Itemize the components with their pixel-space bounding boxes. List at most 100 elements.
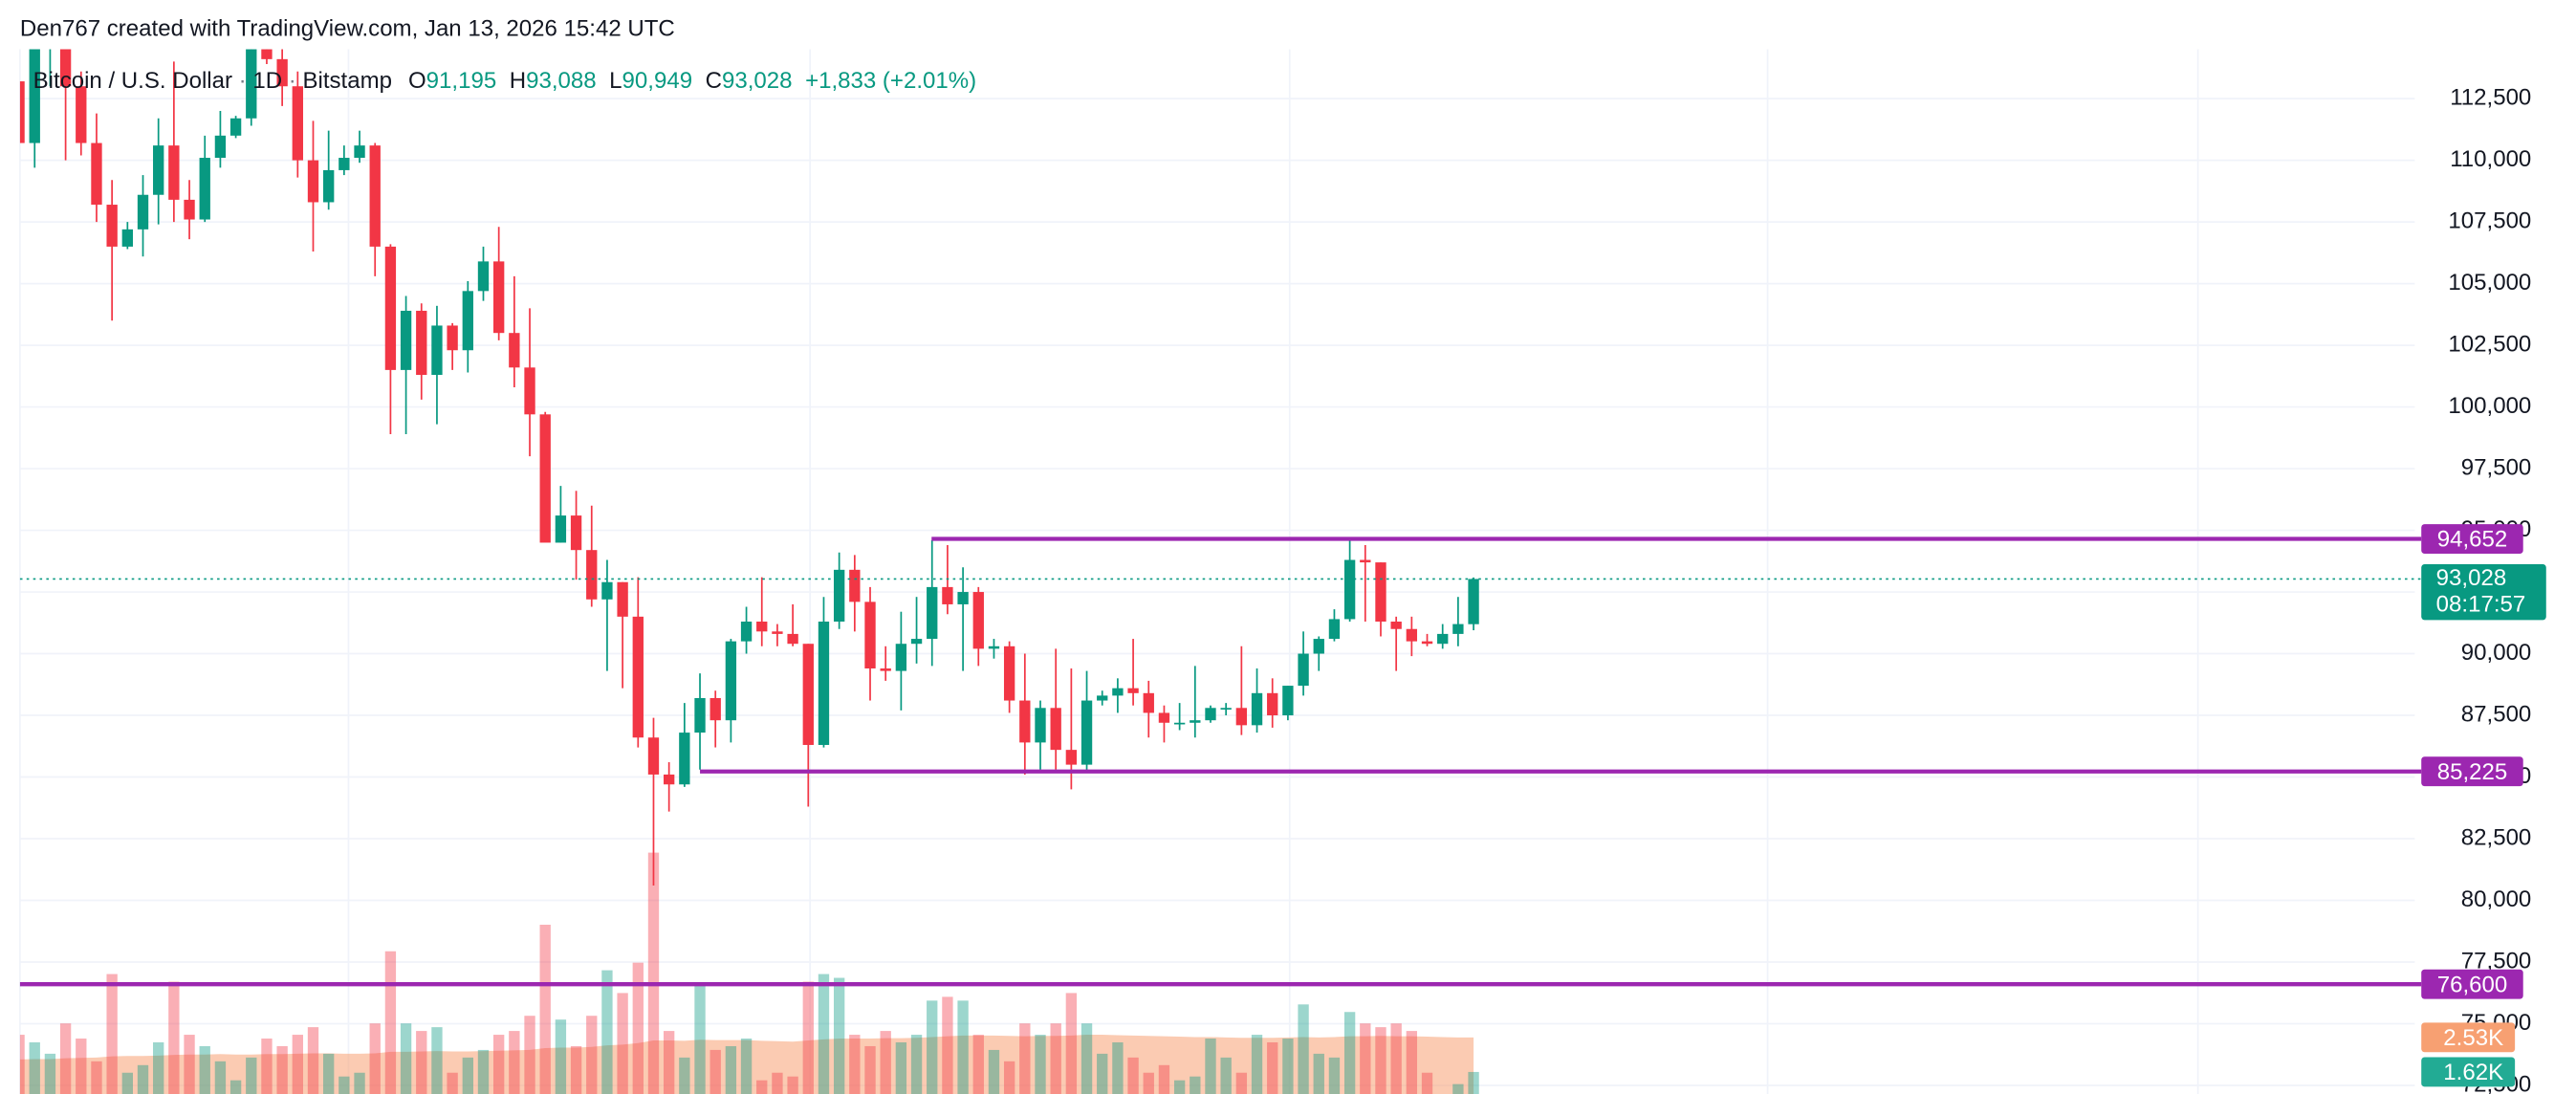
level-tag — [2421, 756, 2523, 787]
candle-body — [1035, 708, 1046, 743]
level-label: 76,600 — [2437, 972, 2508, 997]
candle-body — [1112, 688, 1124, 696]
volume-bar — [431, 1027, 443, 1094]
volume-bar — [1143, 1072, 1154, 1094]
candle-body — [910, 639, 923, 645]
candle-body — [1050, 708, 1061, 751]
candle-body — [229, 118, 242, 136]
volume-pane — [19, 852, 1479, 1094]
candle-body — [1127, 688, 1139, 693]
volume-bar — [1081, 1023, 1093, 1094]
candle-body — [555, 515, 567, 543]
candle-body — [431, 325, 443, 376]
level-tag — [2421, 524, 2523, 554]
volume-tag-label: 1.62K — [2443, 1060, 2503, 1085]
volume-bar — [1205, 1039, 1216, 1094]
candle-body — [694, 697, 706, 733]
candle-body — [632, 616, 644, 738]
candle-body — [214, 135, 227, 159]
volume-bar — [416, 1031, 427, 1094]
candle-body — [1205, 708, 1216, 721]
volume-bar — [725, 1045, 737, 1094]
level-label: 85,225 — [2437, 759, 2508, 785]
candle-body — [880, 668, 891, 671]
volume-bar — [184, 1035, 195, 1094]
candle-body — [76, 86, 87, 143]
candle-body — [1421, 641, 1433, 645]
y-tick-label: 87,500 — [2461, 701, 2532, 727]
volume-bar — [927, 1000, 938, 1094]
volume-bar — [1220, 1057, 1232, 1094]
candle-body — [524, 367, 535, 415]
volume-bar — [586, 1016, 598, 1094]
volume-bar — [59, 1023, 72, 1094]
volume-bar — [229, 1080, 242, 1094]
volume-bar — [1468, 1071, 1479, 1094]
y-tick-label: 82,500 — [2461, 824, 2532, 850]
candle-body — [787, 633, 798, 645]
candle-body — [617, 581, 628, 617]
legend-key: L — [609, 68, 622, 94]
volume-bar — [44, 1053, 56, 1094]
volume-bar — [895, 1041, 907, 1094]
volume-ma-area — [19, 1035, 1474, 1094]
volume-bar — [509, 1031, 520, 1094]
candle-body — [246, 49, 257, 119]
candle-body — [384, 246, 397, 370]
candle-body — [1282, 686, 1294, 716]
legend-change: +1,833 (+2.01%) — [805, 68, 976, 94]
y-tick-label: 100,000 — [2448, 393, 2531, 419]
candle-body — [570, 515, 582, 551]
volume-bar — [524, 1016, 535, 1094]
candle-body — [493, 261, 505, 334]
candle-body — [1190, 720, 1201, 723]
volume-tag — [2421, 1022, 2516, 1053]
header: Den767 created with TradingView.com, Jan… — [20, 15, 675, 41]
candle-body — [1452, 624, 1464, 634]
candle-body — [1081, 700, 1093, 765]
volume-bar — [1235, 1072, 1248, 1094]
volume-bar — [1298, 1004, 1309, 1094]
volume-bar — [647, 852, 660, 1094]
volume-bar — [292, 1035, 303, 1094]
volume-bar — [663, 1031, 675, 1094]
y-tick-label: 90,000 — [2461, 640, 2532, 666]
volume-tag-label: 2.53K — [2443, 1025, 2503, 1051]
volume-bar — [121, 1072, 133, 1094]
volume-bar — [1313, 1053, 1324, 1094]
candle-body — [199, 158, 210, 220]
volume-bar — [323, 1053, 335, 1094]
volume-bar — [447, 1072, 458, 1094]
candle-body — [416, 310, 427, 376]
volume-bar — [555, 1019, 567, 1094]
candle-body — [168, 145, 180, 200]
volume-bar — [802, 981, 814, 1094]
candle-body — [802, 644, 814, 745]
volume-tag — [2421, 1057, 2516, 1087]
y-tick-label: 105,000 — [2448, 270, 2531, 295]
candle-body — [927, 586, 938, 640]
candle-body — [1235, 708, 1248, 726]
candle-body — [447, 325, 458, 351]
candle-body — [725, 641, 737, 721]
candle-body — [849, 569, 861, 602]
candle-body — [647, 737, 660, 775]
volume-bar — [168, 981, 180, 1094]
candle-body — [1406, 628, 1418, 642]
candle-body — [1097, 695, 1108, 701]
volume-bar — [988, 1049, 1000, 1094]
level-tag — [2421, 969, 2523, 999]
volume-bar — [1019, 1023, 1031, 1094]
volume-bar — [1452, 1083, 1464, 1094]
legend: Bitcoin / U.S. Dollar · 1D · Bitstamp O9… — [33, 68, 976, 94]
candle-body — [957, 592, 969, 604]
volume-bar — [1267, 1041, 1278, 1094]
interval: 1D — [252, 68, 282, 94]
volume-bar — [864, 1045, 876, 1094]
candle-body — [121, 229, 133, 247]
y-tick-label: 112,500 — [2450, 84, 2531, 110]
candle-body — [1158, 712, 1170, 723]
volume-bar — [29, 1041, 40, 1094]
volume-bar — [772, 1072, 783, 1094]
volume-bar — [679, 1057, 690, 1094]
